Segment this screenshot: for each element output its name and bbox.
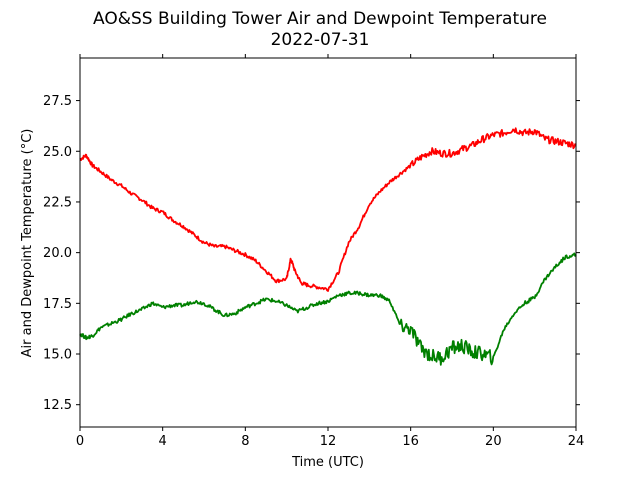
- series-line-2: [79, 252, 577, 366]
- x-tick-label-4: 4: [159, 434, 167, 449]
- y-tick-label-3: 20.0: [43, 246, 72, 261]
- y-tick-label-1: 15.0: [43, 348, 72, 363]
- chart-title: AO&SS Building Tower Air and Dewpoint Te…: [93, 9, 547, 29]
- y-tick-label-2: 17.5: [43, 297, 72, 312]
- chart-subtitle: 2022-07-31: [271, 30, 370, 50]
- x-tick-label-20: 20: [485, 434, 502, 449]
- x-tick-label-0: 0: [76, 434, 84, 449]
- series-line-1: [79, 127, 577, 292]
- x-tick-label-12: 12: [320, 434, 337, 449]
- x-tick-label-24: 24: [568, 434, 585, 449]
- y-axis-label: Air and Dewpoint Temperature (°C): [20, 129, 35, 358]
- y-tick-label-4: 22.5: [43, 195, 72, 210]
- plot-area: 0 4 8 12 16 20 24 12.5 15.0 17.5 20.0 22.5 25.0 27.5: [43, 54, 584, 449]
- x-axis-label: Time (UTC): [291, 455, 364, 470]
- y-tick-label-0: 12.5: [43, 398, 72, 413]
- y-tick-label-6: 27.5: [43, 94, 72, 109]
- plot-frame: [79, 57, 577, 428]
- x-tick-label-8: 8: [241, 434, 249, 449]
- x-tick-label-16: 16: [402, 434, 419, 449]
- y-tick-label-5: 25.0: [43, 145, 72, 160]
